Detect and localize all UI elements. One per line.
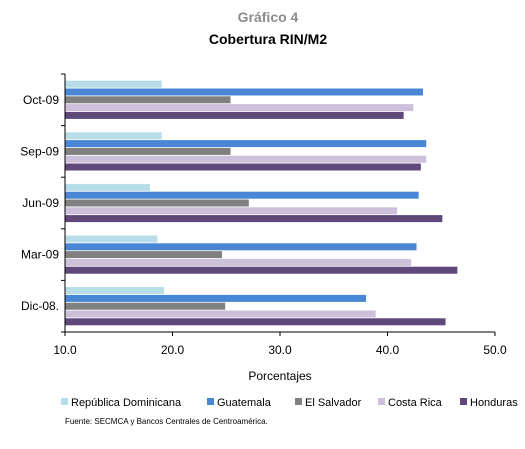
y-tick-label: Oct-09 xyxy=(23,93,59,107)
bar-el-salvador-mar09 xyxy=(65,251,222,259)
legend-swatch xyxy=(460,398,467,405)
bar-costa-rica-sep09 xyxy=(65,155,427,163)
legend: República Dominicana Guatemala El Salvador… xyxy=(61,397,518,409)
chart-title: Gráfico 4 xyxy=(238,9,299,25)
bar-guatemala-mar09 xyxy=(65,243,417,251)
bar-honduras-jun09 xyxy=(65,215,443,223)
bar-guatemala-jun09 xyxy=(65,191,419,199)
bar-república-dominicana-sep09 xyxy=(65,132,162,140)
bar-república-dominicana-mar09 xyxy=(65,235,158,243)
x-tick-label: 50.0 xyxy=(483,343,507,357)
bar-el-salvador-jun09 xyxy=(65,199,249,207)
y-tick-label: Dic-08. xyxy=(21,299,59,313)
legend-label: El Salvador xyxy=(305,397,362,409)
bar-honduras-oct09 xyxy=(65,111,404,119)
y-tick-label: Jun-09 xyxy=(22,196,59,210)
legend-label: Honduras xyxy=(470,397,518,409)
legend-swatch xyxy=(378,398,385,405)
legend-label: República Dominicana xyxy=(71,397,182,409)
x-tick-label: 10.0 xyxy=(53,343,77,357)
legend-swatch xyxy=(207,398,214,405)
x-tick-label: 40.0 xyxy=(376,343,400,357)
bar-guatemala-dic08 xyxy=(65,294,366,302)
bar-el-salvador-oct09 xyxy=(65,96,231,104)
chart-subtitle: Cobertura RIN/M2 xyxy=(209,31,327,47)
bar-costa-rica-oct09 xyxy=(65,104,414,112)
bar-república-dominicana-oct09 xyxy=(65,80,162,88)
x-tick-label: 20.0 xyxy=(161,343,185,357)
source-note: Fuente: SECMCA y Bancos Centrales de Cen… xyxy=(65,417,268,426)
bar-costa-rica-dic08 xyxy=(65,310,376,318)
bar-guatemala-sep09 xyxy=(65,140,427,148)
y-tick-label: Mar-09 xyxy=(21,248,59,262)
bar-república-dominicana-dic08 xyxy=(65,287,164,295)
plot-area: Oct-09 Sep-09 Jun-09 Mar-09 Dic-08. 10.0 20.0 3… xyxy=(20,73,507,357)
bar-honduras-mar09 xyxy=(65,266,458,274)
bar-costa-rica-jun09 xyxy=(65,207,398,215)
legend-swatch xyxy=(295,398,302,405)
bar-costa-rica-mar09 xyxy=(65,258,412,266)
x-axis-label: Porcentajes xyxy=(248,369,311,383)
legend-swatch xyxy=(61,398,68,405)
bar-el-salvador-dic08 xyxy=(65,302,226,310)
bar-honduras-sep09 xyxy=(65,163,421,171)
x-tick-label: 30.0 xyxy=(268,343,292,357)
legend-label: Costa Rica xyxy=(388,397,443,409)
y-tick-label: Sep-09 xyxy=(20,144,59,158)
bar-honduras-dic08 xyxy=(65,318,446,326)
bar-república-dominicana-jun09 xyxy=(65,183,150,191)
bar-guatemala-oct09 xyxy=(65,88,423,96)
legend-label: Guatemala xyxy=(217,397,272,409)
bar-el-salvador-sep09 xyxy=(65,147,231,155)
